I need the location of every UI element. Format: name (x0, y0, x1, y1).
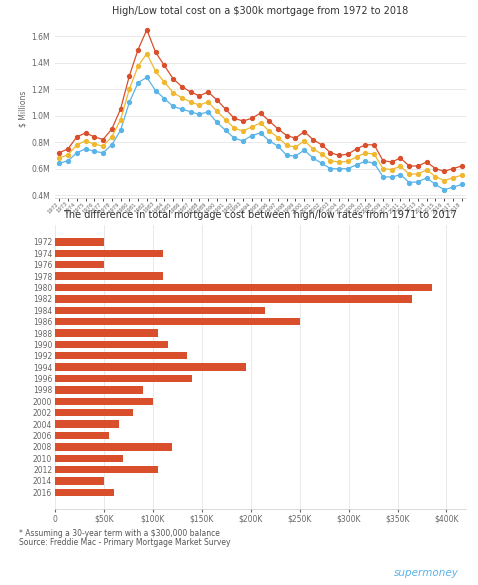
Bar (55, 386, 143, 394)
Bar (55, 477, 104, 485)
Legend: Total Cost Low, Total Cost Average: Total Cost Low, Total Cost Average (162, 294, 359, 309)
Bar (55, 421, 119, 428)
Text: supermoney: supermoney (394, 568, 459, 578)
Bar (55, 284, 432, 291)
Bar (55, 443, 173, 450)
Title: High/Low total cost on a $300k mortgage from 1972 to 2018: High/Low total cost on a $300k mortgage … (112, 5, 409, 16)
Text: * Assuming a 30-year term with a $300,000 balance: * Assuming a 30-year term with a $300,00… (19, 529, 220, 538)
Bar (55, 273, 163, 280)
Text: Source: Freddie Mac - Primary Mortgage Market Survey: Source: Freddie Mac - Primary Mortgage M… (19, 538, 230, 547)
Bar (55, 250, 163, 257)
Title: The difference in total mortgage cost between high/low rates from 1971 to 2017: The difference in total mortgage cost be… (64, 211, 457, 221)
Bar (55, 318, 300, 325)
Y-axis label: $ Millions: $ Millions (18, 91, 27, 128)
Bar (55, 295, 412, 302)
Bar (55, 307, 265, 314)
Bar (55, 329, 158, 337)
Bar (55, 261, 104, 269)
Bar (55, 409, 133, 417)
Bar (55, 432, 109, 439)
Bar (55, 352, 187, 359)
Bar (55, 455, 123, 462)
Bar (55, 238, 104, 246)
Bar (55, 375, 192, 382)
Bar (55, 363, 246, 371)
Bar (55, 466, 158, 473)
Bar (55, 488, 114, 496)
Bar (55, 398, 153, 405)
Bar (55, 340, 167, 348)
